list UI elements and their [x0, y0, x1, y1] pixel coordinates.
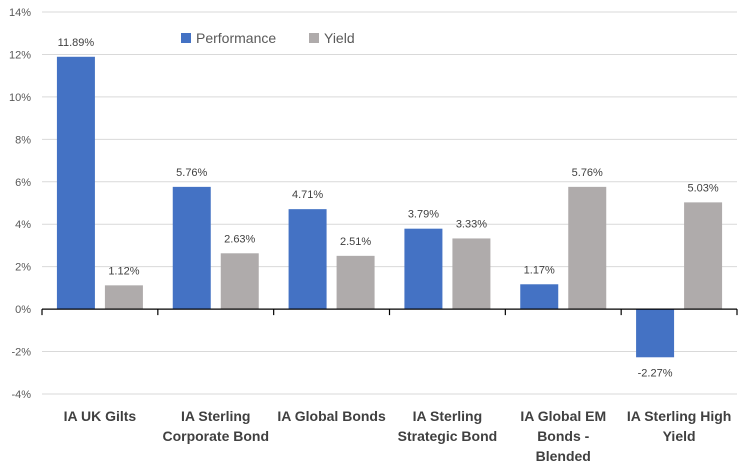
- y-tick-label: 8%: [15, 134, 31, 146]
- legend-label-performance: Performance: [196, 30, 276, 46]
- x-category-label: IA Global Bonds: [277, 408, 386, 424]
- x-category-label: IA UK Gilts: [64, 408, 137, 424]
- bars: [56, 56, 723, 358]
- data-label: 5.76%: [572, 167, 603, 179]
- data-label: 3.79%: [408, 209, 439, 221]
- y-tick-label: 10%: [9, 92, 31, 104]
- data-label: 1.12%: [108, 265, 139, 277]
- legend-label-yield: Yield: [324, 30, 355, 46]
- bar-yield-3: [452, 238, 491, 310]
- y-tick-label: 12%: [9, 49, 31, 61]
- data-label: 11.89%: [58, 37, 95, 49]
- bar-yield-5: [684, 202, 723, 310]
- x-category-label: IA Global EM Bonds -Blended: [520, 408, 606, 464]
- bar-yield-4: [568, 186, 607, 310]
- gridlines: [42, 11, 737, 395]
- x-category-label: IA Sterling High Yield: [627, 408, 731, 444]
- y-tick-label: -2%: [11, 347, 31, 359]
- data-label: -2.27%: [638, 367, 673, 379]
- legend: Performance Yield: [181, 30, 355, 46]
- x-category-label: IA Sterling Corporate Bond: [162, 408, 269, 444]
- y-axis: 14% 12% 10% 8% 6% 4% 2% 0% -2% -4%: [9, 7, 31, 401]
- data-label: 4.71%: [292, 189, 323, 201]
- data-label: 3.33%: [456, 218, 487, 230]
- data-label: 5.76%: [176, 167, 207, 179]
- x-axis: [41, 308, 738, 316]
- bar-yield-2: [336, 255, 375, 310]
- y-tick-label: 0%: [15, 304, 31, 316]
- data-label: 2.63%: [224, 233, 255, 245]
- bar-performance-2: [288, 209, 327, 310]
- y-tick-label: 14%: [9, 7, 31, 19]
- legend-swatch-performance: [181, 33, 191, 43]
- y-tick-label: -4%: [11, 389, 31, 401]
- bar-yield-0: [104, 285, 143, 310]
- legend-swatch-yield: [309, 33, 319, 43]
- data-label: 5.03%: [687, 182, 718, 194]
- y-tick-label: 4%: [15, 219, 31, 231]
- y-tick-label: 6%: [15, 177, 31, 189]
- x-category-label: IA Sterling Strategic Bond: [398, 408, 498, 444]
- bar-performance-0: [56, 56, 95, 310]
- data-label: 1.17%: [524, 264, 555, 276]
- data-label: 2.51%: [340, 236, 371, 248]
- bar-performance-4: [520, 284, 559, 310]
- bar-performance-3: [404, 228, 443, 310]
- bar-performance-5: [636, 309, 675, 358]
- data-labels: 11.89% 5.76% 4.71% 3.79% 1.17% -2.27% 1.12% 2.6…: [58, 37, 719, 380]
- y-tick-label: 2%: [15, 262, 31, 274]
- x-axis-labels: IA UK Gilts IA Sterling Corporate Bond IA G…: [64, 408, 732, 464]
- bar-performance-1: [172, 186, 211, 310]
- bar-yield-1: [220, 253, 259, 310]
